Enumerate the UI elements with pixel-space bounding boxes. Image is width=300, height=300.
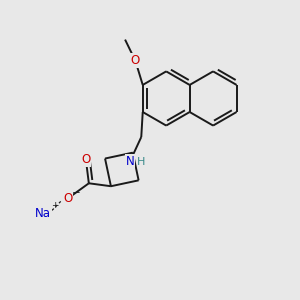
Text: Na: Na	[34, 207, 51, 220]
Text: O: O	[81, 153, 91, 166]
Text: +: +	[51, 201, 58, 210]
Text: O: O	[131, 54, 140, 67]
Text: N: N	[126, 155, 134, 168]
Text: −: −	[72, 188, 81, 198]
Text: H: H	[137, 157, 146, 167]
Text: O: O	[63, 192, 72, 205]
